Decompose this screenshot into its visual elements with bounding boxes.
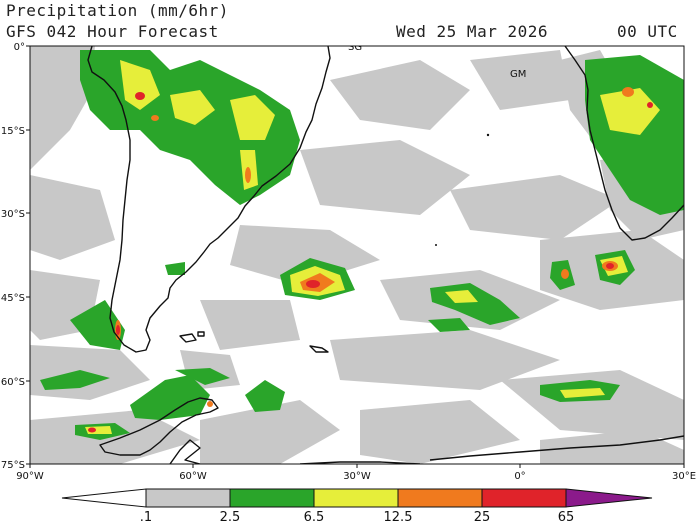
lat-label: 45°S <box>1 293 25 304</box>
colorbar-label: 25 <box>474 510 491 525</box>
lat-label: 15°S <box>1 126 25 137</box>
station-label-sg: SG <box>348 42 362 53</box>
longitude-labels: 90°W 60°W 30°W 0° 30°E <box>16 471 696 482</box>
lat-label: 30°S <box>1 209 25 220</box>
very-heavy-precip-cores <box>88 87 653 433</box>
islands <box>435 133 490 246</box>
station-label-gm: GM <box>510 69 526 80</box>
coastlines <box>87 46 684 464</box>
lon-label: 0° <box>514 471 525 482</box>
antarctic-peninsula <box>99 397 219 456</box>
colorbar-segment <box>481 488 567 508</box>
colorbar-label: 65 <box>558 510 575 525</box>
colorbar-label: 6.5 <box>304 510 325 525</box>
lon-label: 60°W <box>179 471 207 482</box>
lat-label: 60°S <box>1 377 25 388</box>
falkland-islands <box>179 333 197 343</box>
colorbar: .1 2.5 6.5 12.5 25 65 <box>61 488 653 525</box>
forecast-time: 00 UTC <box>617 22 678 41</box>
colorbar-label: 12.5 <box>384 510 413 525</box>
lon-label: 30°W <box>343 471 371 482</box>
south-orkney <box>197 331 205 337</box>
map-title: Precipitation (mm/6hr) <box>6 1 229 20</box>
colorbar-segment <box>61 488 147 508</box>
antarctic-coast <box>169 435 684 464</box>
colorbar-segment <box>397 488 483 508</box>
lat-label: 75°S <box>1 460 25 471</box>
colorbar-label: 2.5 <box>220 510 241 525</box>
latitude-ticks <box>26 45 30 465</box>
forecast-date: Wed 25 Mar 2026 <box>396 22 548 41</box>
colorbar-segment <box>229 488 315 508</box>
south-georgia <box>309 345 329 353</box>
colorbar-segment <box>565 488 653 508</box>
forecast-subtitle: GFS 042 Hour Forecast <box>6 22 219 41</box>
lon-label: 90°W <box>16 471 44 482</box>
africa-coast <box>564 46 684 241</box>
lat-label: 0° <box>14 42 25 53</box>
map-area: SG GM <box>30 42 684 464</box>
colorbar-label: .1 <box>140 510 152 525</box>
latitude-labels: 0° 15°S 30°S 45°S 60°S 75°S <box>1 42 25 471</box>
lon-label: 30°E <box>672 471 696 482</box>
south-america-coast <box>87 46 331 353</box>
longitude-ticks <box>29 464 685 468</box>
colorbar-segment <box>145 488 231 508</box>
colorbar-segment <box>313 488 399 508</box>
